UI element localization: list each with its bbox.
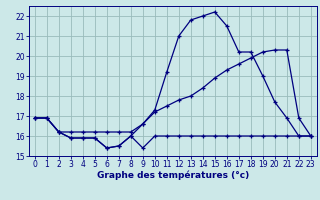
X-axis label: Graphe des températures (°c): Graphe des températures (°c): [97, 171, 249, 180]
